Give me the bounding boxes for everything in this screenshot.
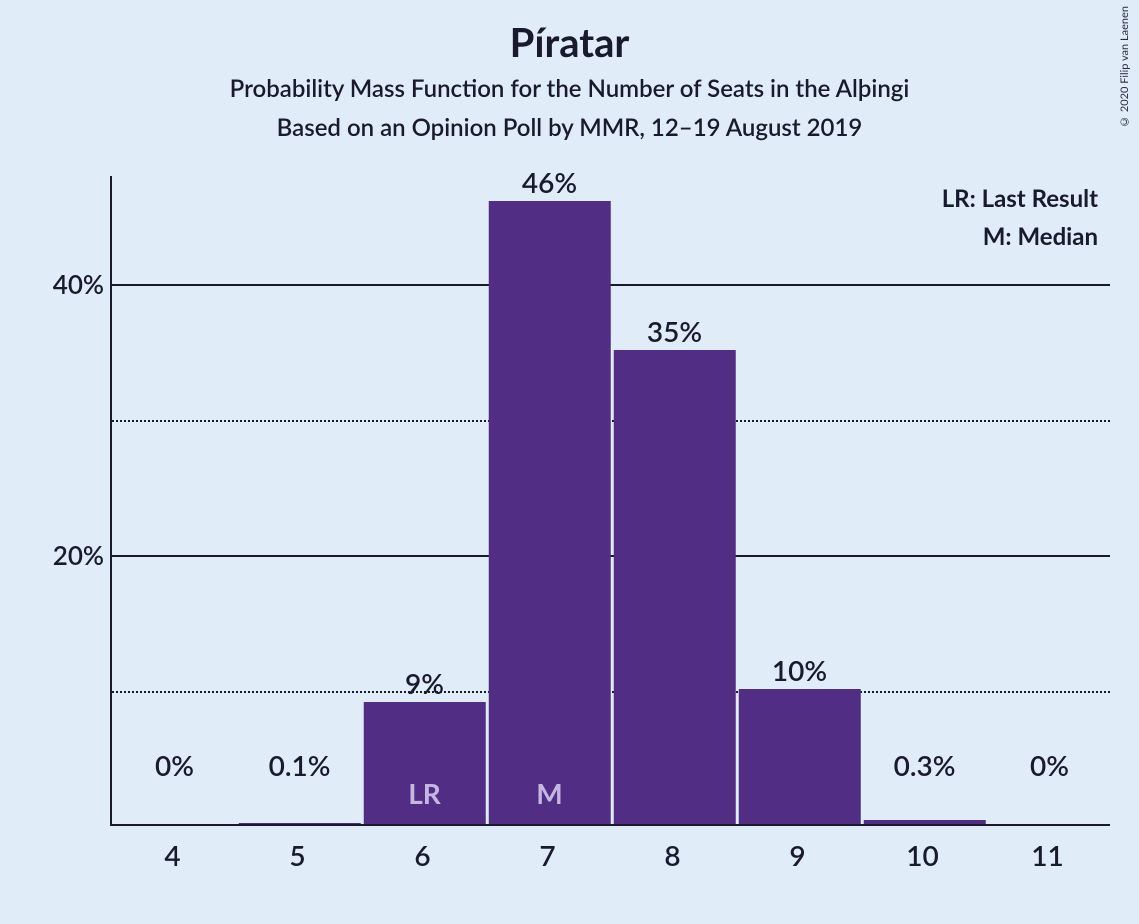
x-axis-label: 9 <box>738 838 858 872</box>
bar <box>613 350 736 824</box>
bar-value-label: 9% <box>355 666 495 700</box>
x-axis-label: 11 <box>988 838 1108 872</box>
gridline-minor <box>112 420 1110 422</box>
bar-value-label: 10% <box>730 653 870 687</box>
bar-marker: M <box>488 776 611 810</box>
copyright-notice: © 2020 Filip van Laenen <box>1118 6 1131 128</box>
bar-marker: LR <box>363 776 486 810</box>
bar-value-label: 0.1% <box>230 748 370 782</box>
x-axis-label: 10 <box>863 838 983 872</box>
bar-value-label: 0% <box>980 748 1120 782</box>
x-axis-label: 5 <box>238 838 358 872</box>
bar-value-label: 0.3% <box>855 748 995 782</box>
legend: LR: Last Result M: Median <box>942 180 1098 257</box>
bar-value-label: 35% <box>605 314 745 348</box>
y-axis-label: 20% <box>34 539 104 571</box>
x-axis-label: 7 <box>488 838 608 872</box>
bar <box>238 823 361 824</box>
bar: M <box>488 201 611 824</box>
chart-subtitle-2: Based on an Opinion Poll by MMR, 12–19 A… <box>0 113 1139 142</box>
legend-lr: LR: Last Result <box>942 180 1098 218</box>
bar <box>738 689 861 824</box>
bar-value-label: 0% <box>105 748 245 782</box>
gridline-major <box>112 555 1110 557</box>
x-axis-label: 6 <box>363 838 483 872</box>
chart-area: LR: Last Result M: Median 0%0.1%LR9%M46%… <box>36 176 1116 876</box>
gridline-minor <box>112 691 1110 693</box>
chart-title: Píratar <box>0 18 1139 66</box>
x-axis-label: 8 <box>613 838 733 872</box>
bar <box>863 820 986 824</box>
legend-m: M: Median <box>942 218 1098 256</box>
chart-titles: Píratar Probability Mass Function for th… <box>0 0 1139 142</box>
bar-value-label: 46% <box>480 165 620 199</box>
plot-area: LR: Last Result M: Median 0%0.1%LR9%M46%… <box>110 176 1110 826</box>
chart-subtitle-1: Probability Mass Function for the Number… <box>0 74 1139 103</box>
bar: LR <box>363 702 486 824</box>
x-axis-label: 4 <box>113 838 233 872</box>
gridline-major <box>112 284 1110 286</box>
y-axis-label: 40% <box>34 268 104 300</box>
